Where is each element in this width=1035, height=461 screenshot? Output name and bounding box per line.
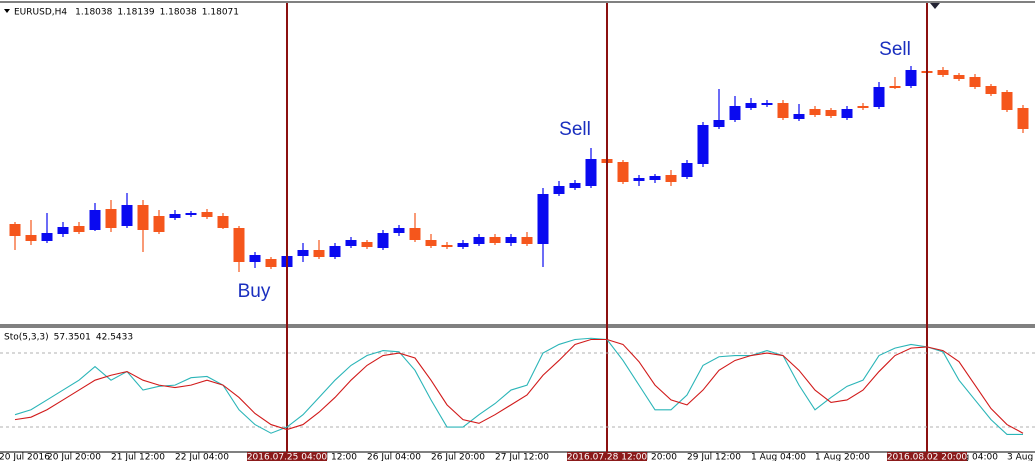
annotation: Buy [238, 281, 271, 302]
candle-body [1001, 92, 1013, 110]
readout-value: 42.5433 [96, 333, 133, 343]
candle-body [873, 87, 885, 107]
candle-body [665, 175, 677, 182]
candle-body [105, 209, 117, 228]
x-tick-label: 26 Jul 20:00 [431, 453, 485, 461]
shift-marker [930, 3, 940, 9]
readout-value: 1.18139 [117, 8, 154, 18]
crosshair-label-bg [887, 452, 967, 461]
candle-body [777, 103, 789, 118]
x-tick-label: 21 Jul 12:00 [111, 453, 165, 461]
candle-body [825, 110, 837, 116]
candle-body [905, 70, 917, 86]
candle-body [793, 114, 805, 119]
candle-body [889, 86, 901, 88]
candle-body [345, 240, 357, 246]
x-tick-label: 22 Jul 04:00 [175, 453, 229, 461]
candle-body [425, 240, 437, 246]
stochastic-line [14, 337, 1023, 435]
annotation: Sell [879, 39, 911, 60]
x-tick-label: 28 Jul 20:00 [623, 453, 677, 461]
candle-body [41, 233, 53, 241]
readout-value: 1.18038 [75, 8, 112, 18]
x-tick-label: 3 Aug 04:00 [943, 453, 998, 461]
indicator-title: Sto(5,3,3) [4, 333, 49, 343]
candle-body [185, 213, 197, 215]
candle-body [985, 86, 997, 94]
menu-arrow[interactable] [4, 9, 10, 13]
x-tick-label: 3 Aug 12:00 [1007, 453, 1035, 461]
candle-body [585, 159, 597, 186]
x-tick-label: 29 Jul 12:00 [687, 453, 741, 461]
candle-body [265, 259, 277, 267]
readout-value: 1.18038 [160, 8, 197, 18]
candle-body [297, 250, 309, 256]
candle-body [201, 212, 213, 217]
candle-body [505, 237, 517, 243]
x-tick-label: 27 Jul 12:00 [495, 453, 549, 461]
candle-body [409, 228, 421, 240]
candle-body [377, 233, 389, 248]
candle-body [537, 194, 549, 244]
candle-body [137, 205, 149, 230]
crosshair-label: 2016.08.02 20:00 [887, 453, 968, 461]
symbol-title: EURUSD,H4 [14, 8, 67, 18]
candle-body [745, 103, 757, 108]
x-tick-label: 25 Jul 12:00 [303, 453, 357, 461]
candle-body [9, 224, 21, 236]
candle-body [633, 178, 645, 181]
candle-body [249, 255, 261, 262]
x-tick-label: 20 Jul 20:00 [47, 453, 101, 461]
candle-body [713, 120, 725, 127]
candle-body [521, 237, 533, 244]
readout-value: 1.18071 [202, 8, 239, 18]
crosshair-label: 2016.07.25 04:00 [247, 453, 328, 461]
crosshair-label: 2016.07.28 12:00 [567, 453, 648, 461]
candle-body [473, 237, 485, 244]
candle-body [569, 183, 581, 188]
candle-body [233, 228, 245, 262]
candle-body [729, 106, 741, 120]
candle-body [1017, 108, 1029, 129]
x-tick-label: 1 Aug 04:00 [751, 453, 806, 461]
candle-body [441, 245, 453, 247]
candle-body [217, 216, 229, 228]
candle-body [553, 186, 565, 194]
candle-body [489, 237, 501, 243]
candle-body [649, 176, 661, 180]
crosshair-label-bg [247, 452, 327, 461]
candle-body [57, 227, 69, 234]
candle-body [153, 216, 165, 232]
candle-body [681, 163, 693, 177]
candle-body [841, 109, 853, 118]
candle-body [73, 226, 85, 232]
annotation: Sell [559, 119, 591, 140]
x-tick-label: 26 Jul 04:00 [367, 453, 421, 461]
candle-body [329, 246, 341, 257]
candle-body [953, 75, 965, 79]
candle-body [697, 125, 709, 164]
candle-body [761, 103, 773, 105]
crosshair-label-bg [567, 452, 647, 461]
candle-body [89, 210, 101, 230]
candle-body [617, 162, 629, 182]
candle-body [25, 235, 37, 241]
candle-body [121, 205, 133, 226]
candle-body [937, 70, 949, 75]
candle-body [169, 214, 181, 218]
candle-body [857, 106, 869, 108]
x-tick-label: 20 Jul 2016 [0, 453, 50, 461]
candle-body [809, 109, 821, 115]
stochastic-line [14, 338, 1024, 434]
candle-body [393, 228, 405, 233]
candle-body [313, 250, 325, 257]
candle-body [969, 77, 981, 87]
readout-value: 57.3501 [54, 333, 91, 343]
candle-body [361, 242, 373, 247]
candle-body [457, 243, 469, 247]
x-tick-label: 1 Aug 20:00 [815, 453, 870, 461]
